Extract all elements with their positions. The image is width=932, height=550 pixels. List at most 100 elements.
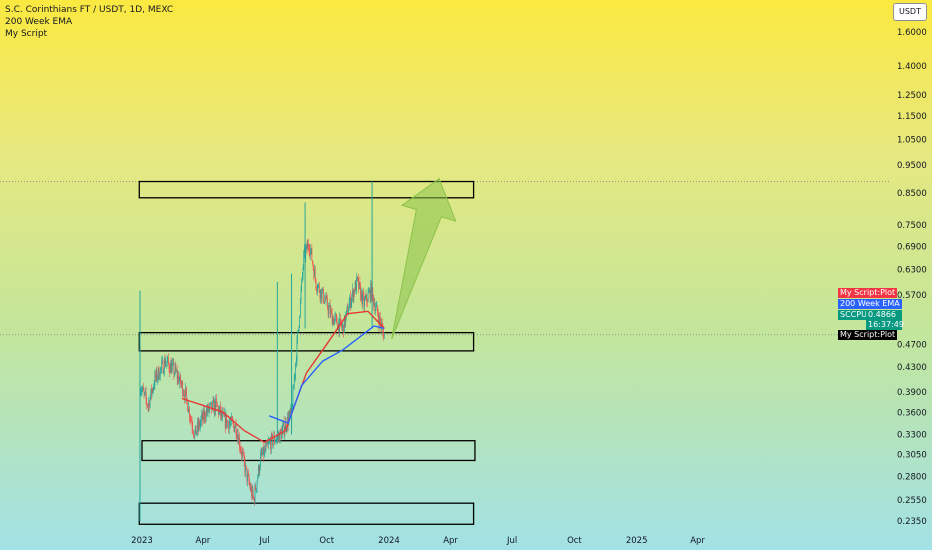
candle-body [184, 394, 185, 399]
candle-body [305, 248, 307, 259]
candle-body [199, 423, 201, 428]
candle-body [340, 319, 342, 325]
indicator-ema-label[interactable]: 200 Week EMA [5, 17, 73, 27]
candle-body [157, 377, 158, 380]
candle-body [247, 473, 249, 476]
candle-body [270, 434, 272, 450]
candle-body [272, 441, 274, 446]
candle-body [268, 442, 269, 444]
candle-body [173, 362, 175, 375]
zone-box [138, 502, 475, 525]
candle-body [257, 476, 259, 482]
x-tick-label: Apr [690, 536, 705, 546]
candle-body [211, 402, 213, 410]
candle-body [174, 372, 175, 375]
candle-body [166, 362, 167, 364]
candle-body [267, 443, 269, 445]
candle-body [285, 421, 286, 430]
candle-body [222, 412, 223, 417]
candle-body [246, 468, 248, 482]
candle-body [196, 431, 198, 435]
zone-box [138, 180, 475, 199]
candle-body [183, 393, 185, 395]
candle-body [276, 437, 278, 441]
candle-body [167, 357, 169, 361]
candle-body [379, 316, 380, 326]
y-tick-label: 0.2550 [897, 496, 927, 506]
candle-body [312, 263, 314, 269]
candle-body [283, 422, 284, 426]
candle-body [236, 434, 238, 437]
candle-body [272, 434, 273, 446]
candle-body [330, 310, 332, 315]
candle-body [351, 295, 353, 302]
candle-body [301, 278, 303, 290]
candle-body [202, 410, 204, 421]
candle-body [180, 383, 182, 385]
candle-body [296, 339, 298, 362]
candle-body [350, 296, 351, 307]
candle-body [315, 278, 317, 288]
candle-body [207, 405, 208, 413]
candle-body [219, 406, 221, 410]
candle-body [284, 429, 286, 435]
candle-body [383, 330, 384, 339]
my-script-plot-tag: My Script:Plot [838, 288, 898, 298]
candle-body [333, 319, 335, 325]
candle-body [197, 422, 199, 429]
candle-body [216, 402, 218, 407]
candle-body [347, 307, 349, 315]
candle-body [229, 423, 231, 424]
candle-body [309, 249, 311, 255]
candle-body [294, 374, 296, 379]
candle-body [141, 389, 143, 392]
candle-body [358, 278, 359, 289]
candle-body [244, 460, 246, 473]
candle-body [329, 305, 330, 307]
candle-body [176, 371, 178, 379]
candle-body [326, 296, 328, 298]
indicator-script-label[interactable]: My Script [5, 29, 48, 39]
candle-body [375, 308, 376, 312]
candle-body [312, 260, 313, 264]
candle-body [239, 437, 240, 448]
candle-body [185, 388, 187, 391]
candle-body [205, 418, 206, 419]
candle-body [344, 316, 346, 326]
candle-body [168, 363, 170, 370]
candle-body [224, 413, 226, 428]
currency-button[interactable]: USDT [893, 3, 927, 21]
candle-body [372, 288, 374, 296]
candle-body [273, 435, 275, 442]
candle-body [179, 374, 181, 381]
candle-body [270, 441, 271, 450]
symbol-title[interactable]: S.C. Corinthians FT / USDT, 1D, MEXC [5, 5, 174, 15]
candle-body [250, 487, 252, 491]
candle-body [356, 276, 358, 278]
candle-body [295, 361, 297, 364]
ema-200-tag: 200 Week EMA [838, 299, 902, 309]
candle-body [240, 449, 242, 452]
candle-body [318, 284, 319, 286]
candle-body [345, 315, 347, 326]
candle-body [383, 335, 385, 339]
candle-body [299, 316, 301, 327]
x-tick-label: 2024 [378, 536, 400, 546]
candle-body [300, 299, 301, 317]
candle-body [377, 305, 378, 314]
candle-body [150, 388, 152, 398]
candle-body [335, 315, 336, 317]
candle-body [369, 289, 370, 293]
candle-body [259, 467, 261, 473]
candle-body [307, 243, 309, 250]
candle-body [237, 434, 239, 444]
candle-body [249, 485, 251, 491]
candle-body [251, 487, 252, 497]
candle-body [327, 307, 329, 313]
y-tick-label: 1.2500 [897, 91, 927, 101]
candle-body [339, 318, 341, 320]
candle-body [268, 441, 270, 443]
candle-body [295, 363, 296, 375]
